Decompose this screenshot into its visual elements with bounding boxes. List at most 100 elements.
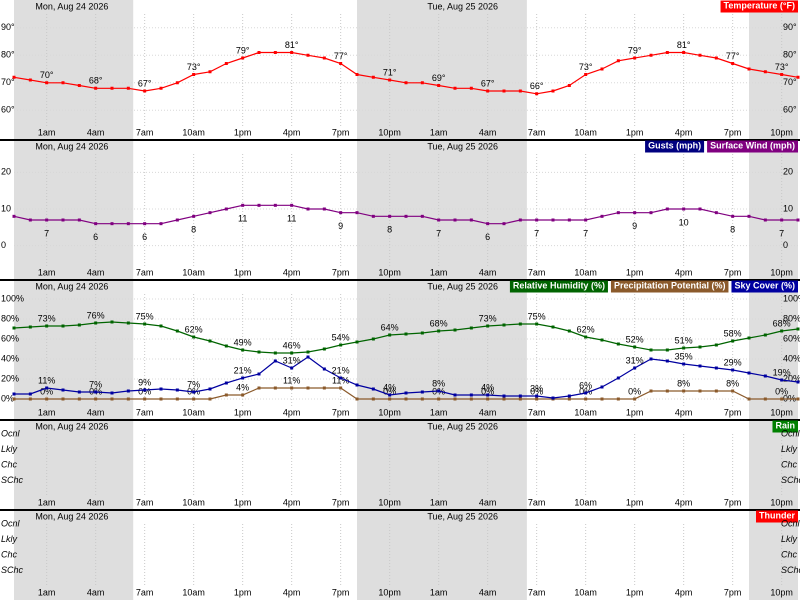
y-tick-label: 70° xyxy=(783,77,797,87)
data-point xyxy=(567,397,571,401)
x-tick-label: 7am xyxy=(528,127,546,137)
panel: 1am 4am 7am 10am 1pm 4pm 7pm 10pm 1am 4am 7am 10am 1… xyxy=(0,509,800,600)
data-point xyxy=(143,388,147,392)
data-point xyxy=(110,320,114,324)
night-shade xyxy=(357,420,527,510)
x-tick-label: 10am xyxy=(182,587,205,597)
y-tick-label: 0% xyxy=(1,393,14,403)
data-point xyxy=(535,397,539,401)
y-tick-label: 10 xyxy=(1,203,11,213)
data-label: 8 xyxy=(730,225,735,235)
data-point xyxy=(584,335,588,339)
data-point xyxy=(241,376,245,380)
y-tick-label: Ocnl xyxy=(781,518,800,528)
data-point xyxy=(306,53,310,57)
data-point xyxy=(143,89,147,93)
data-point xyxy=(796,75,800,79)
data-point xyxy=(388,393,392,397)
y-tick-label: 20% xyxy=(1,373,19,383)
data-label: 21% xyxy=(234,365,252,375)
data-point xyxy=(780,397,784,401)
legend-label: Sky Cover (%) xyxy=(734,280,795,290)
data-point xyxy=(159,86,163,90)
x-tick-label: 7pm xyxy=(332,407,350,417)
data-point xyxy=(241,393,245,397)
night-shade xyxy=(357,280,527,420)
x-tick-label: 7pm xyxy=(724,267,742,277)
data-point xyxy=(77,397,81,401)
data-label: 8% xyxy=(677,378,690,388)
data-point xyxy=(698,53,702,57)
data-point xyxy=(355,211,359,215)
night-shade xyxy=(14,420,134,510)
data-label: 7 xyxy=(583,228,588,238)
y-tick-label: Lkly xyxy=(781,444,798,454)
data-point xyxy=(192,214,196,218)
x-tick-label: 7pm xyxy=(332,497,350,507)
data-point xyxy=(731,368,735,372)
data-point xyxy=(698,389,702,393)
x-tick-label: 7pm xyxy=(332,127,350,137)
x-tick-label: 1pm xyxy=(234,587,252,597)
data-point xyxy=(633,345,637,349)
data-label: 75% xyxy=(136,311,154,321)
day-label: Mon, Aug 24 2026 xyxy=(35,1,108,11)
data-point xyxy=(747,336,751,340)
y-tick-label: 90° xyxy=(1,22,15,32)
x-tick-label: 10am xyxy=(182,267,205,277)
data-point xyxy=(420,214,424,218)
data-point xyxy=(94,321,98,325)
y-tick-label: 80° xyxy=(783,50,797,60)
data-point xyxy=(126,321,130,325)
x-tick-label: 1pm xyxy=(626,407,644,417)
data-point xyxy=(404,397,408,401)
data-point xyxy=(224,344,228,348)
data-point xyxy=(45,397,49,401)
data-point xyxy=(339,62,343,65)
data-point xyxy=(633,366,637,370)
x-tick-label: 10pm xyxy=(378,587,401,597)
night-shade xyxy=(14,140,134,280)
data-point xyxy=(45,81,49,85)
x-tick-label: 1am xyxy=(430,407,448,417)
data-point xyxy=(306,355,310,359)
data-label: 8% xyxy=(726,378,739,388)
data-label: 73° xyxy=(187,62,201,72)
data-point xyxy=(94,222,98,226)
y-tick-label: 20 xyxy=(783,167,793,177)
x-tick-label: 7am xyxy=(136,407,154,417)
data-point xyxy=(649,348,653,352)
panel: 1am 4am 7am 10am 1pm 4pm 7pm 10pm 1am 4am 7am 10am 1… xyxy=(1,0,800,140)
data-point xyxy=(616,397,620,401)
x-tick-label: 1am xyxy=(38,497,56,507)
x-tick-label: 7pm xyxy=(332,587,350,597)
data-point xyxy=(28,397,32,401)
day-label: Mon, Aug 24 2026 xyxy=(35,141,108,151)
data-point xyxy=(584,391,588,395)
x-tick-label: 1am xyxy=(38,407,56,417)
x-tick-label: 1pm xyxy=(626,127,644,137)
x-tick-label: 4am xyxy=(479,497,497,507)
y-tick-label: Lkly xyxy=(781,534,798,544)
legend-swatch xyxy=(610,280,729,293)
data-point xyxy=(61,218,65,222)
x-tick-label: 7am xyxy=(528,587,546,597)
data-label: 0% xyxy=(530,386,543,396)
y-tick-label: Chc xyxy=(781,459,798,469)
panel: 1am 4am 7am 10am 1pm 4pm 7pm 10pm 1am 4am 7am 10am 1… xyxy=(0,279,800,420)
data-point xyxy=(28,325,32,329)
data-label: 11% xyxy=(38,375,55,385)
y-tick-label: Ocnl xyxy=(1,428,21,438)
y-tick-label: Chc xyxy=(1,549,18,559)
y-tick-label: 60% xyxy=(1,333,19,343)
data-point xyxy=(747,371,751,375)
x-tick-label: 4am xyxy=(479,587,497,597)
data-label: 7% xyxy=(187,379,200,389)
x-tick-label: 1pm xyxy=(234,497,252,507)
data-point xyxy=(714,366,718,370)
y-tick-label: Ocnl xyxy=(781,428,800,438)
x-tick-label: 10pm xyxy=(770,497,793,507)
y-tick-label: 90° xyxy=(783,22,797,32)
y-tick-label: Chc xyxy=(1,459,18,469)
data-point xyxy=(404,81,408,85)
